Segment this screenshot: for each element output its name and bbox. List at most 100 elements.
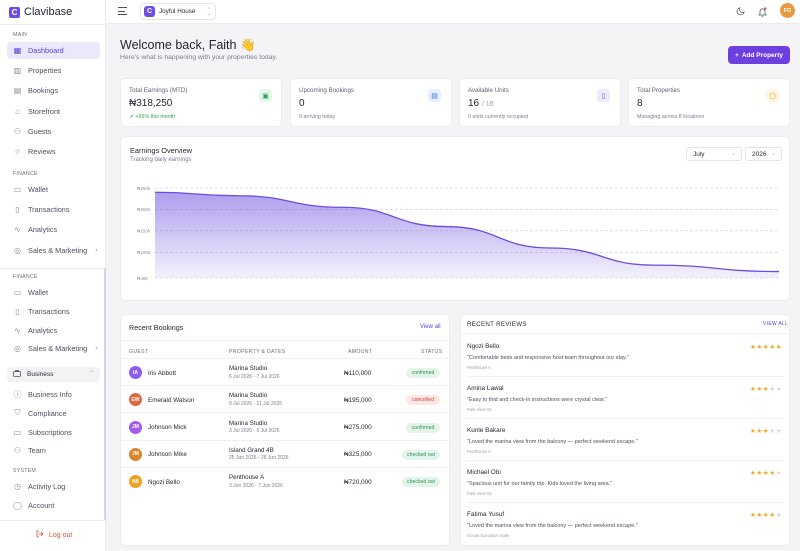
booking-dates: 9 Jul 2026 - 11 Jul 2026 [229,400,283,407]
earnings-line[interactable] [154,191,780,273]
th-amount: AMOUNT [348,349,373,355]
sidebar-item-transactions[interactable]: ▯ Transactions [7,201,100,218]
earnings-overview-card: Earnings Overview Tracking daily earning… [120,136,790,301]
booking-amount: ₦325,000 [344,451,372,459]
year-select[interactable]: 2026 ⌄ [745,147,782,161]
star-icon: ★ [769,511,776,519]
bookings-view-all-link[interactable]: View all [420,324,441,330]
sidebar-item-analytics[interactable]: ∿ Analytics [7,322,100,339]
star-icon: ★ [775,343,783,351]
reviews-view-all-link[interactable]: VIEW ALL [763,321,789,327]
money-icon: ▣ [259,89,272,102]
sidebar-item-properties[interactable]: ▥ Properties [7,62,100,79]
star-icon: ★ [750,343,757,351]
sidebar-item-bookings[interactable]: ▤ Bookings [7,82,100,99]
add-property-button[interactable]: + Add Property [728,46,790,64]
sidebar-item-dashboard[interactable]: ▦ Dashboard [7,42,100,59]
guest-avatar: JM [129,447,142,461]
brand[interactable]: C Clavibase [9,6,72,18]
bell-icon[interactable] [757,6,768,17]
stat-title: Total Earnings (MTD) [129,87,188,94]
row-divider [121,466,450,468]
star-icon: ★ [756,385,763,393]
menu-toggle-button[interactable] [118,7,128,16]
user-icon: ◯ [13,500,22,510]
sidebar-item-label: Account [28,500,55,510]
month-select[interactable]: July ⌄ [686,147,742,161]
star-icon: ★ [769,469,776,477]
bookings-title: Recent Bookings [129,323,184,332]
booking-property: Marina Studio [229,392,268,400]
sidebar-item-subscriptions[interactable]: ▭ Subscriptions [7,424,100,441]
calendar-icon: ▤ [13,86,22,96]
sidebar-item-wallet[interactable]: ▭ Wallet [7,181,100,198]
sidebar-item-reviews[interactable]: ☆ Reviews [7,143,100,160]
guest-avatar: NB [129,475,142,489]
sidebar-item-label: Subscriptions [28,427,72,437]
sidebar-item-storefront[interactable]: ⌂ Storefront [7,103,100,120]
review-text: "Comfortable beds and responsive host te… [467,355,629,361]
property-switcher[interactable]: C Joyful House ⌃ ⌄ [140,3,216,20]
sidebar-item-compliance[interactable]: ⛉ Compliance [7,405,100,422]
logout-button[interactable]: Log out [36,530,72,540]
review-divider [466,376,784,377]
calendar-icon: ▤ [428,89,441,102]
user-avatar[interactable]: FO [780,3,795,18]
stat-title: Total Properties [637,87,680,94]
business-group-toggle[interactable]: Business ⌃ [7,367,100,382]
info-icon: ⓘ [13,390,22,399]
sidebar-item-sales-marketing[interactable]: ◎ Sales & Marketing › [7,340,100,357]
review-property: Penthouse A [467,365,491,370]
chart-title: Earnings Overview [130,146,193,155]
sidebar-item-wallet[interactable]: ▭ Wallet [7,284,100,301]
sidebar-item-team[interactable]: ⚇ Team [7,442,100,459]
star-rating: ★★★★★ [750,469,782,477]
section-label-main: MAIN [13,32,28,38]
status-badge: confirmed [406,368,440,378]
sidebar-item-label: Analytics [28,225,58,235]
sidebar-item-label: Business Info [28,390,72,399]
page-subtitle: Here's what is happening with your prope… [120,54,278,61]
stat-value-number: ₦318,250 [129,98,173,109]
briefcase-icon [13,370,21,379]
sidebar-item-sales-marketing[interactable]: ◎ Sales & Marketing › [7,242,100,259]
month-select-value: July [693,150,705,158]
sidebar-item-business-info[interactable]: ⓘ Business Info [7,386,100,403]
sidebar-item-transactions[interactable]: ▯ Transactions [7,303,100,320]
guest-name: Johnson Mick [148,424,187,432]
stat-note: 0 units currently occupied [468,114,528,120]
review-divider [466,460,784,461]
chart-line-icon: ∿ [14,325,21,335]
star-rating: ★★★★★ [750,427,782,435]
review-divider [466,502,784,503]
booking-property: Island Grand 4B [229,446,274,454]
sidebar-item-label: Bookings [28,86,59,96]
receipt-icon: ▯ [15,306,20,316]
stat-note-text: 0 units currently occupied [468,114,529,120]
sidebar: C Clavibase MAIN ▦ Dashboard ▥ Properties ▤ B… [0,0,106,551]
stat-note: 0 arriving today [299,114,335,120]
sidebar-item-activity-log[interactable]: ◷ Activity Log [7,478,100,495]
booking-amount: ₦110,000 [344,369,372,377]
status-badge: cancelled [406,395,440,406]
star-icon: ★ [750,469,757,477]
sidebar-item-label: Sales & Marketing [28,344,88,354]
sidebar-item-account[interactable]: ◯ Account [7,497,100,514]
sidebar-scrollbar[interactable] [104,268,106,520]
guest-name: Ngozi Bello [148,478,180,486]
sidebar-item-label: Compliance [28,408,67,418]
star-rating: ★★★★★ [750,343,782,351]
moon-icon[interactable] [735,6,746,17]
trend-up-icon: ↗ [129,114,134,120]
stat-value: 16 / 16 [468,98,494,109]
sidebar-item-guests[interactable]: ⚇ Guests [7,123,100,140]
chevron-down-icon: ⌄ [771,151,776,157]
chevron-right-icon: › [95,345,98,353]
sidebar-item-analytics[interactable]: ∿ Analytics [7,221,100,238]
year-select-value: 2026 [752,150,767,158]
clock-icon: ◷ [14,482,21,491]
reviewer-name: Michael Obi [467,469,501,476]
th-property-dates: PROPERTY & DATES [229,349,286,355]
stat-card-total-earnings-mtd: Total Earnings (MTD) ₦318,250 ↗ +56% this m… [120,78,282,127]
review-text: "Loved the marina view from the balcony … [467,523,638,529]
